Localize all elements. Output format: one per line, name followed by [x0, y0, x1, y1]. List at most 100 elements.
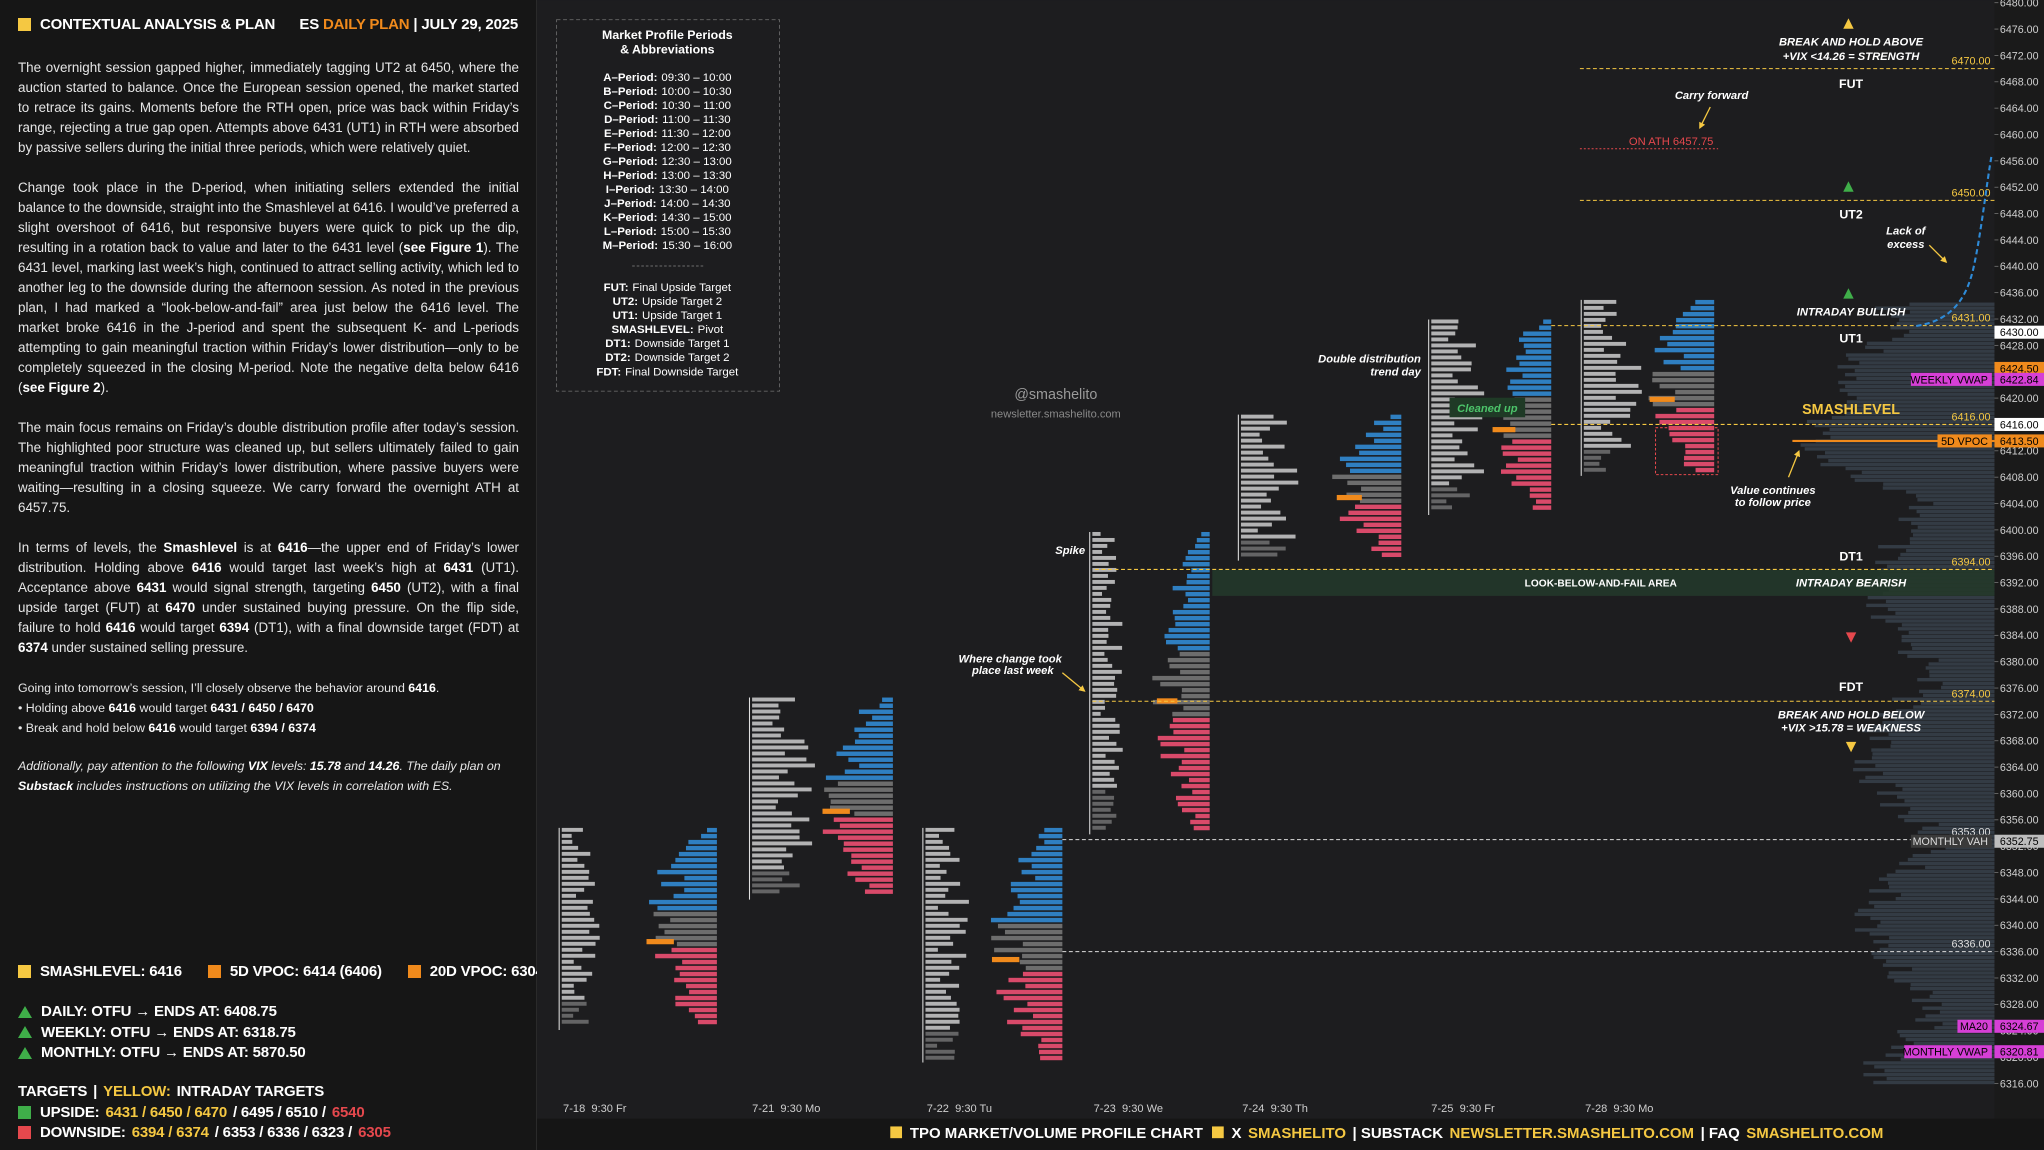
profile-bar: [1359, 498, 1402, 504]
composite-profile-bar: [1896, 795, 1995, 799]
target-run: 6431 / 6450 / 6470: [105, 1103, 227, 1121]
tpo-letters: [1431, 457, 1455, 462]
composite-profile-bar: [1906, 490, 1995, 494]
tpo-letters: [752, 763, 815, 768]
profile-bar: [1044, 839, 1063, 845]
tpo-letters: [1092, 543, 1108, 548]
tpo-letters: [1092, 783, 1117, 788]
bold-run: Substack: [18, 779, 74, 793]
composite-profile-bar: [1814, 423, 1995, 428]
tpo-letters: [752, 703, 779, 708]
tpo-letters: [1240, 468, 1298, 473]
composite-profile-bar: [1873, 1080, 1995, 1085]
text-run: The overnight session gapped higher, imm…: [18, 60, 519, 155]
profile-bar: [1355, 504, 1402, 510]
legend-key: F–Period:: [604, 142, 657, 154]
composite-profile-bar: [1908, 631, 1995, 635]
profile-bar: [1659, 335, 1715, 341]
note: place last week: [971, 665, 1054, 677]
tpo-letters: [1431, 415, 1483, 420]
tpo-letters: [561, 863, 585, 868]
text-run: .: [435, 681, 440, 695]
tpo-letters: [1583, 359, 1618, 364]
paragraph: Going into tomorrow’s session, I’ll clos…: [18, 678, 519, 698]
composite-profile-bar: [1925, 666, 1995, 670]
symbol: ES: [299, 16, 320, 33]
profile-bar: [1179, 651, 1210, 657]
profile-bar: [1182, 561, 1210, 567]
bold-run: 6374: [18, 640, 48, 655]
tpo-letters: [1092, 807, 1111, 812]
profile-bar: [675, 857, 717, 863]
profile-bar: [1013, 905, 1063, 911]
composite-profile-bar: [1892, 337, 1995, 342]
composite-profile-bar: [1920, 701, 1995, 705]
x-tick-label: 7-18 9:30 Fr: [563, 1103, 627, 1115]
tpo-letters: [1583, 341, 1627, 346]
tpo-letters: [1431, 355, 1462, 360]
footer-marker: [1211, 1126, 1224, 1139]
profile-bar: [1378, 534, 1402, 540]
tpo-letters: [752, 727, 785, 732]
tpo-letters: [1431, 469, 1484, 474]
profile-bar: [1695, 467, 1715, 473]
legend-value: Upside Target 2: [642, 296, 722, 308]
composite-profile-bar: [1887, 881, 1995, 885]
tpo-letters: [1431, 373, 1453, 378]
composite-profile-bar: [1869, 736, 1995, 741]
profile-bar: [1374, 420, 1402, 426]
composite-profile-bar: [1854, 478, 1995, 482]
profile-bar: [837, 781, 893, 786]
tpo-letters: [752, 865, 784, 870]
composite-profile-bar: [1909, 329, 1995, 334]
tpo-letters: [1240, 450, 1263, 455]
profile-bar: [1500, 469, 1552, 474]
profile-bar: [1356, 528, 1402, 534]
composite-profile-bar: [1804, 447, 1995, 451]
profile-bar: [1007, 911, 1063, 917]
composite-profile-bar: [1916, 509, 1995, 514]
legend-key: D–Period:: [604, 114, 658, 126]
tpo-letters: [925, 917, 968, 922]
composite-profile-bar: [1945, 846, 1995, 850]
x-tick-label: 7-25 9:30 Fr: [1431, 1103, 1495, 1115]
legend-key: UT1:: [613, 310, 639, 322]
composite-profile-bar: [1890, 326, 1995, 330]
poc-bar: [822, 808, 850, 814]
tpo-letters: [1092, 615, 1111, 620]
composite-profile-bar: [1917, 525, 1995, 529]
price-badge-label: 6320.81: [2000, 1047, 2039, 1059]
note-arrow: [1787, 449, 1801, 478]
tpo-letters: [1240, 528, 1258, 533]
composite-profile-bar: [1882, 721, 1995, 725]
tpo-letters: [1431, 379, 1458, 384]
profile-bar: [1501, 445, 1552, 450]
composite-profile-bar: [1917, 677, 1995, 682]
profile-bar: [1514, 397, 1552, 402]
tpo-letters: [1092, 693, 1117, 698]
profile-bar: [869, 883, 893, 888]
bold-run: 6416: [191, 560, 222, 575]
tpo-letters: [561, 887, 585, 892]
bold-run: 6450: [371, 580, 401, 595]
profile-bar: [1173, 729, 1210, 735]
profile-bar: [1359, 450, 1402, 456]
legend-row: DT1: Downside Target 1: [605, 338, 729, 350]
tpo-letters: [1431, 397, 1455, 402]
legend-row: F–Period: 12:00 – 12:30: [604, 142, 731, 154]
tpo-letters: [1092, 753, 1106, 758]
key-level-text: 5D VPOC: 6414 (6406): [229, 963, 382, 980]
profile-bar: [649, 899, 717, 905]
tpo-letters: [925, 857, 960, 862]
profile-bar: [701, 833, 717, 839]
composite-profile-bar: [1829, 427, 1995, 432]
legend-key: DT2:: [605, 352, 631, 364]
tpo-letters: [1092, 537, 1115, 542]
tpo-letters: [1092, 591, 1103, 596]
tpo-letters: [1431, 463, 1475, 468]
profile-bar: [824, 787, 893, 792]
composite-profile-bar: [1922, 826, 1995, 830]
composite-profile-bar: [1928, 662, 1995, 666]
composite-profile-bar: [1909, 310, 1995, 314]
tpo-letters: [925, 965, 960, 970]
